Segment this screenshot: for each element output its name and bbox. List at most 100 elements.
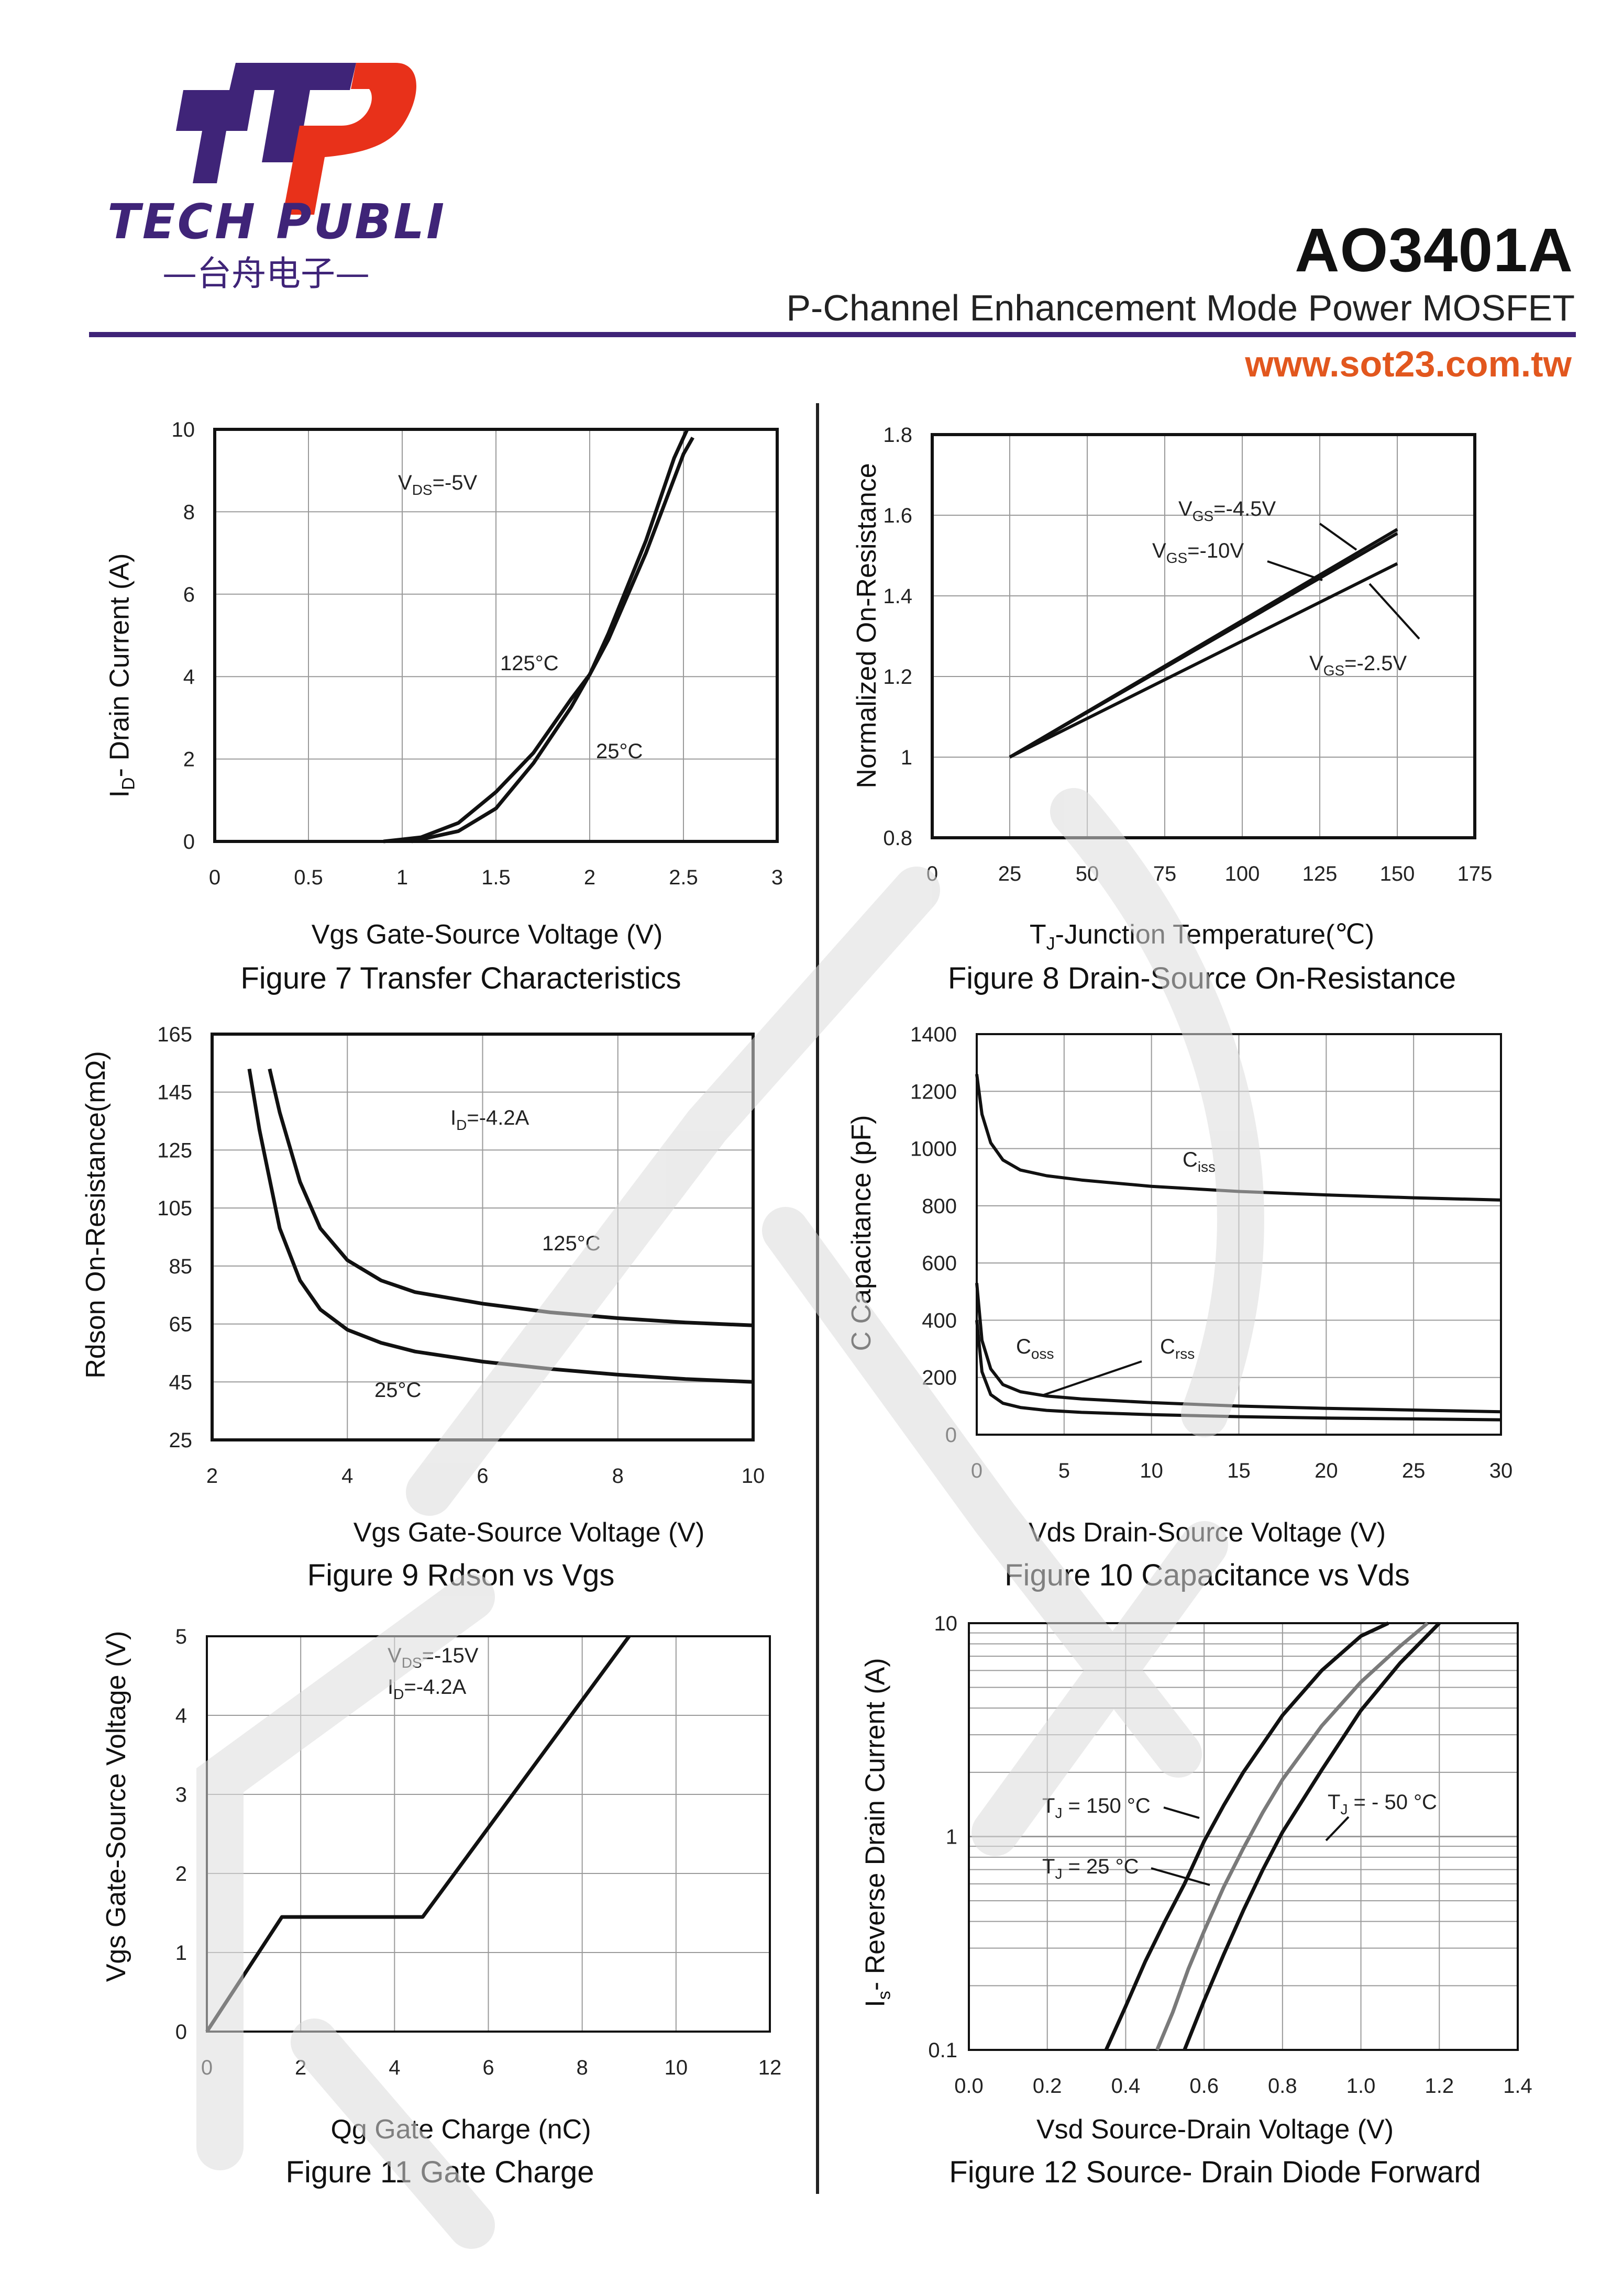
fig7-label-125c: 125°C xyxy=(500,652,559,675)
fig7-condition-label-main: V xyxy=(398,471,412,494)
fig8-chart: 0 25 50 75 100 125 150 1750.811.21.41.61.8VGS=-… xyxy=(883,424,1493,885)
fig8-arrow-4-5v xyxy=(1319,523,1357,551)
fig7-series-125-c xyxy=(383,436,694,844)
fig12-x-axis-label: Vsd Source-Drain Voltage (V) xyxy=(1036,2114,1394,2145)
fig7-label-25c: 25°C xyxy=(596,740,643,763)
fig9-ytick: 165 xyxy=(157,1023,192,1046)
fig8-label-vgs-4-5v-main: V xyxy=(1178,497,1193,520)
tech-public-logo-mark: TECH PUBLIC —台舟电子— xyxy=(107,63,482,294)
fig8-series-vgs-2-5v xyxy=(1009,562,1398,759)
fig7-ytick: 8 xyxy=(183,501,195,524)
header-rule xyxy=(89,332,1576,337)
fig10-xtick: 15 xyxy=(1227,1459,1251,1482)
fig8-label-vgs-10v-rest: =-10V xyxy=(1187,539,1244,562)
figure-7-transfer-characteristics: 0 0.5 1 1.5 2 2.5 3 0 2 4 6 8 10 VDS=-5V 125°C 25°C ID-… xyxy=(0,0,817,995)
fig8-label-vgs-10v-sub: GS xyxy=(1166,550,1187,566)
fig12-xtick: 0.0 xyxy=(954,2075,984,2098)
fig12-label-150c-main: T xyxy=(1042,1794,1055,1817)
fig11-xtick: 12 xyxy=(758,2056,782,2079)
fig7-ytick: 10 xyxy=(172,418,195,441)
fig12-plot-frame xyxy=(968,1622,1519,2051)
fig10-xtick: 25 xyxy=(1402,1459,1426,1482)
fig9-xtick: 2 xyxy=(206,1465,218,1488)
fig8-series-vgs-10v xyxy=(1009,532,1398,759)
fig8-xtick: 125 xyxy=(1302,862,1338,885)
fig8-ytick: 1.8 xyxy=(883,424,912,447)
fig9-ytick: 125 xyxy=(157,1139,192,1162)
fig10-xtick: 20 xyxy=(1315,1459,1338,1482)
fig9-x-axis-label: Vgs Gate-Source Voltage (V) xyxy=(353,1517,705,1548)
fig12-ytick: 10 xyxy=(934,1612,958,1635)
fig11-xtick: 8 xyxy=(577,2056,588,2079)
fig8-ytick: 1.6 xyxy=(883,504,912,527)
fig12-xtick: 1.4 xyxy=(1503,2075,1532,2098)
fig12-series-tj-50-c xyxy=(1183,1622,1441,2051)
fig12-xtick: 0.6 xyxy=(1189,2075,1219,2098)
fig11-ytick: 3 xyxy=(175,1783,187,1806)
fig12-xtick: 0.4 xyxy=(1111,2075,1141,2098)
fig12-xtick: 0.8 xyxy=(1268,2075,1297,2098)
fig12-y-axis-label: Is- Reverse Drain Current (A) xyxy=(860,1658,895,2007)
fig8-ytick: 1.4 xyxy=(883,585,912,608)
fig8-label-vgs-2-5v-rest: =-2.5V xyxy=(1344,652,1407,675)
fig12-label-150c-rest: = 150 °C xyxy=(1062,1794,1150,1817)
fig12-label-minus50c-sub: J xyxy=(1340,1801,1348,1817)
fig7-ytick: 6 xyxy=(183,583,195,606)
fig12-arrow-25c xyxy=(1151,1867,1210,1886)
fig11-ytick: 4 xyxy=(175,1704,187,1727)
fig9-ytick: 105 xyxy=(157,1197,192,1220)
fig11-ytick: 2 xyxy=(175,1862,187,1885)
fig12-xtick: 0.2 xyxy=(1033,2075,1062,2098)
fig8-label-vgs-4-5v: VGS=-4.5V xyxy=(1178,497,1276,524)
brand-chinese-name: —台舟电子— xyxy=(162,253,370,294)
fig12-label-25c-sub: J xyxy=(1055,1866,1062,1882)
fig12-label-minus50c-rest: = - 50 °C xyxy=(1348,1791,1437,1814)
fig12-ytick: 0.1 xyxy=(928,2039,957,2062)
fig9-ytick: 85 xyxy=(169,1255,193,1278)
fig11-xtick: 10 xyxy=(665,2056,688,2079)
fig9-ytick: 145 xyxy=(157,1081,192,1104)
fig12-arrow-minus50c xyxy=(1325,1816,1350,1842)
fig11-ytick: 1 xyxy=(175,1942,187,1965)
fig8-ytick: 0.8 xyxy=(883,827,912,850)
brand-name: TECH PUBLIC xyxy=(107,194,445,250)
fig12-label-minus50c-main: T xyxy=(1328,1791,1340,1814)
fig8-ytick: 1 xyxy=(901,746,912,769)
fig7-xtick: 1 xyxy=(396,866,408,889)
fig8-label-vgs-4-5v-rest: =-4.5V xyxy=(1213,497,1276,520)
fig8-label-vgs-2-5v-main: V xyxy=(1309,652,1323,675)
fig8-plot-bg xyxy=(932,435,1475,838)
fig7-condition-label-sub: DS xyxy=(412,482,433,498)
fig9-ytick: 25 xyxy=(169,1429,193,1452)
fig12-ytick: 1 xyxy=(946,1826,957,1849)
fig12-label-25c: TJ = 25 °C xyxy=(1042,1855,1139,1882)
fig7-plot-frame xyxy=(213,428,779,843)
device-subtitle: P-Channel Enhancement Mode Power MOSFET xyxy=(786,287,1575,328)
fig8-label-vgs-10v-main: V xyxy=(1152,539,1166,562)
fig9-ytick: 65 xyxy=(169,1313,193,1336)
fig8-label-vgs-2-5v: VGS=-2.5V xyxy=(1309,652,1407,679)
fig12-label-minus50c: TJ = - 50 °C xyxy=(1328,1791,1437,1817)
website-link[interactable]: www.sot23.com.tw xyxy=(1245,343,1572,384)
fig8-xtick: 175 xyxy=(1458,862,1493,885)
fig7-ytick: 2 xyxy=(183,748,195,771)
fig7-series-25-c xyxy=(411,428,689,844)
fig9-ytick: 45 xyxy=(169,1371,193,1394)
fig7-xtick: 0.5 xyxy=(294,866,323,889)
fig9-xtick: 4 xyxy=(341,1465,353,1488)
part-number: AO3401A xyxy=(1295,216,1573,285)
fig7-condition-label: VDS=-5V xyxy=(398,471,478,498)
company-logo: TECH PUBLIC —台舟电子— xyxy=(105,58,482,298)
fig12-caption: Figure 12 Source- Drain Diode Forward xyxy=(949,2155,1481,2189)
fig8-label-vgs-4-5v-sub: GS xyxy=(1193,508,1213,524)
fig12-xtick: 1.2 xyxy=(1425,2075,1454,2098)
fig12-label-25c-rest: = 25 °C xyxy=(1062,1855,1139,1878)
fig8-xtick: 150 xyxy=(1380,862,1415,885)
fig8-xtick: 25 xyxy=(998,862,1022,885)
fig10-xtick: 30 xyxy=(1489,1459,1513,1482)
fig8-arrow-2-5v xyxy=(1368,583,1420,640)
fig12-label-25c-main: T xyxy=(1042,1855,1055,1878)
